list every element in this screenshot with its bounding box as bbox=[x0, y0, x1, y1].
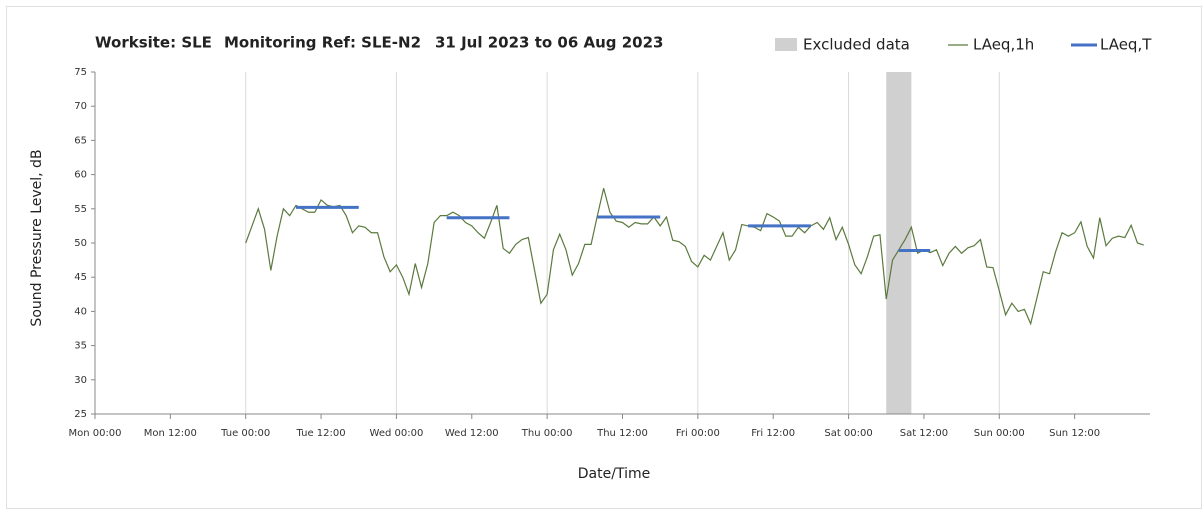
y-tick-label: 45 bbox=[74, 272, 87, 283]
y-tick-label: 30 bbox=[74, 375, 87, 386]
y-tick-label: 70 bbox=[74, 101, 87, 112]
laeq-1h-line bbox=[245, 188, 1144, 326]
x-tick-label: Sat 12:00 bbox=[900, 428, 948, 439]
y-tick-label: 35 bbox=[74, 341, 87, 352]
chart-border bbox=[6, 6, 1202, 509]
y-tick-label: 75 bbox=[74, 67, 87, 78]
x-tick-label: Wed 00:00 bbox=[370, 428, 424, 439]
title-dates: 31 Jul 2023 to 06 Aug 2023 bbox=[435, 34, 663, 52]
x-tick-label: Thu 00:00 bbox=[521, 428, 573, 439]
legend-swatch bbox=[775, 38, 797, 51]
x-tick-label: Sun 12:00 bbox=[1049, 428, 1100, 439]
x-tick-label: Fri 12:00 bbox=[751, 428, 795, 439]
title-ref: Monitoring Ref: SLE-N2 bbox=[224, 34, 421, 52]
x-tick-label: Thu 12:00 bbox=[596, 428, 648, 439]
x-tick-label: Fri 00:00 bbox=[676, 428, 720, 439]
legend-label: LAeq,1h bbox=[973, 36, 1034, 54]
y-axis-label: Sound Pressure Level, dB bbox=[29, 149, 45, 326]
y-tick-label: 50 bbox=[74, 238, 87, 249]
title-worksite: Worksite: SLE bbox=[95, 34, 212, 52]
y-tick-label: 25 bbox=[74, 409, 87, 420]
x-tick-label: Tue 12:00 bbox=[296, 428, 346, 439]
x-axis-label: Date/Time bbox=[578, 466, 650, 482]
x-tick-label: Sun 00:00 bbox=[974, 428, 1025, 439]
excluded-band bbox=[886, 72, 912, 414]
legend-label: Excluded data bbox=[803, 36, 910, 54]
x-tick-label: Mon 00:00 bbox=[68, 428, 121, 439]
legend-label: LAeq,T bbox=[1100, 36, 1152, 54]
y-tick-label: 60 bbox=[74, 170, 87, 181]
x-tick-label: Sat 00:00 bbox=[824, 428, 872, 439]
x-tick-label: Wed 12:00 bbox=[445, 428, 499, 439]
x-tick-label: Tue 00:00 bbox=[220, 428, 270, 439]
y-tick-label: 55 bbox=[74, 204, 87, 215]
y-tick-label: 65 bbox=[74, 135, 87, 146]
x-tick-label: Mon 12:00 bbox=[144, 428, 197, 439]
y-tick-label: 40 bbox=[74, 306, 87, 317]
